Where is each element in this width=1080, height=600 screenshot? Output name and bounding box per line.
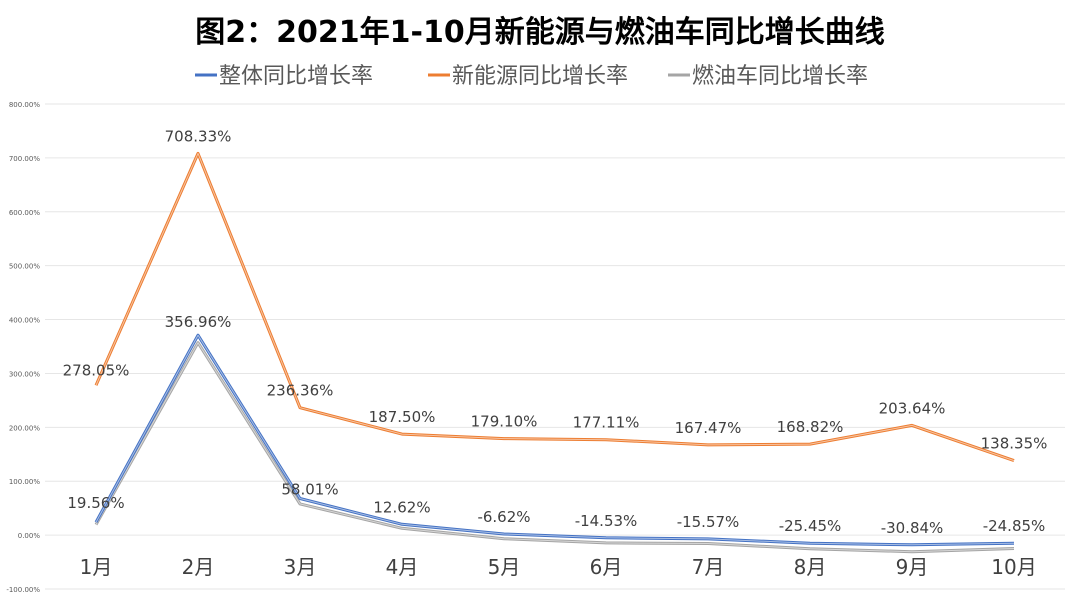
gridlines [45,103,1065,590]
x-axis: 1月 2月 3月 4月 5月 6月 7月 8月 9月 10月 [80,555,1037,579]
x-tick-label: 7月 [692,555,725,579]
data-label: -24.85% [983,517,1046,535]
data-label: 236.36% [267,382,334,400]
data-label: 179.10% [471,413,538,431]
series-line-highlight [95,152,1015,462]
series-line [94,341,1015,554]
chart-title: 图2：2021年1-10月新能源与燃油车同比增长曲线 [195,15,884,50]
legend-label: 整体同比增长率 [219,64,373,89]
y-tick-label: 100.00% [9,478,40,486]
series-group [94,151,1015,554]
legend-label: 燃油车同比增长率 [692,64,868,89]
y-axis: 800.00% 700.00% 600.00% 500.00% 400.00% 300.0… [6,101,40,594]
y-tick-label: 700.00% [9,155,40,163]
data-label: 19.56% [67,494,124,512]
data-label: 58.01% [281,480,338,498]
x-tick-label: 6月 [590,555,623,579]
x-tick-label: 2月 [182,555,215,579]
data-label: -30.84% [881,519,944,537]
data-label: 12.62% [373,498,430,516]
data-label: -15.57% [677,513,740,531]
x-tick-label: 5月 [488,555,521,579]
x-tick-label: 9月 [896,555,929,579]
data-labels: 278.05% 708.33% 236.36% 187.50% 179.10% 177.1… [63,127,1048,536]
series-line-highlight [95,334,1015,546]
data-label: 187.50% [369,408,436,426]
x-tick-label: 8月 [794,555,827,579]
y-tick-label: 200.00% [9,424,40,432]
data-label: -25.45% [779,517,842,535]
data-label: 167.47% [675,419,742,437]
x-tick-label: 3月 [284,555,317,579]
y-tick-label: -100.00% [6,586,40,594]
y-tick-label: 400.00% [9,317,40,325]
series-line-highlight [95,342,1015,553]
data-label: 138.35% [981,435,1048,453]
data-label: 708.33% [165,127,232,145]
x-tick-label: 10月 [991,555,1036,579]
x-tick-label: 4月 [386,555,419,579]
data-label: 356.96% [165,313,232,331]
data-label: 278.05% [63,361,130,379]
legend-label: 新能源同比增长率 [452,64,628,89]
legend: 整体同比增长率 新能源同比增长率 燃油车同比增长率 [195,64,868,89]
x-tick-label: 1月 [80,555,113,579]
data-label: -6.62% [477,508,530,526]
data-label: 177.11% [573,414,640,432]
data-label: 168.82% [777,418,844,436]
y-tick-label: 500.00% [9,263,40,271]
y-tick-label: 800.00% [9,101,40,109]
y-tick-label: 600.00% [9,209,40,217]
data-label: -14.53% [575,512,638,530]
series-line [94,151,1015,463]
data-label: 203.64% [879,399,946,417]
y-tick-label: 0.00% [18,532,41,540]
y-tick-label: 300.00% [9,370,40,378]
